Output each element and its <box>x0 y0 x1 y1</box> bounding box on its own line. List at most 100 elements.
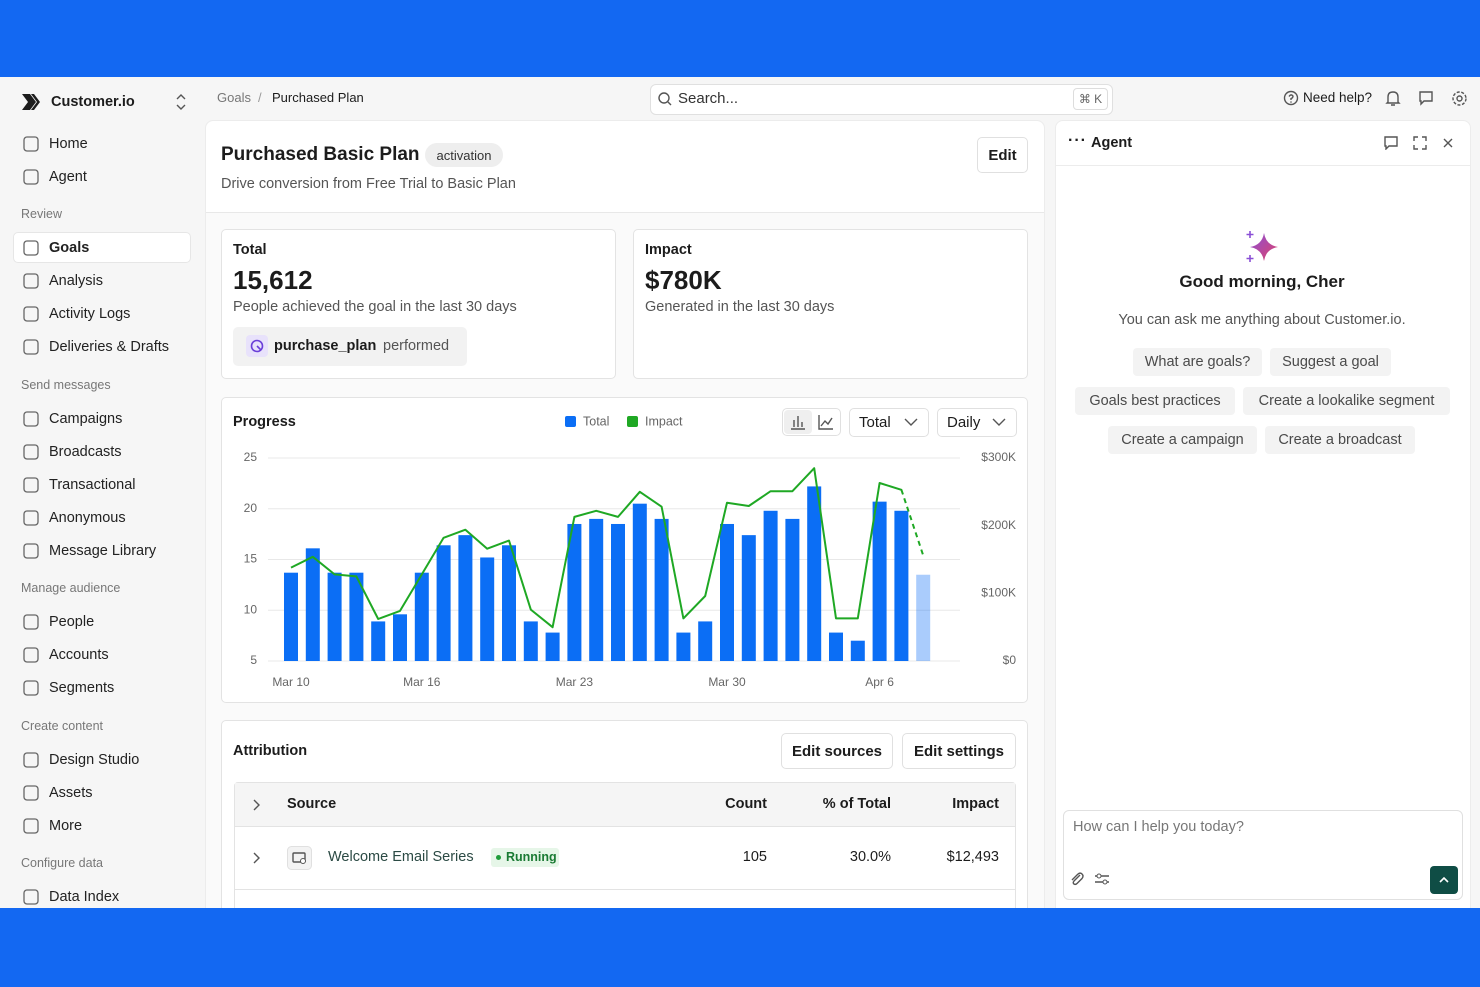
nav-icon <box>23 136 39 152</box>
agent-header-divider <box>1056 165 1470 166</box>
nav-icon <box>23 169 39 185</box>
x-tick-label: Mar 10 <box>272 675 310 689</box>
suggestion-chip[interactable]: Create a broadcast <box>1265 426 1415 454</box>
bar <box>349 572 364 661</box>
suggestion-chip[interactable]: Suggest a goal <box>1270 348 1391 376</box>
suggestion-chip[interactable]: Create a lookalike segment <box>1243 387 1450 415</box>
agent-feedback[interactable] <box>1384 136 1398 150</box>
line-toggle[interactable] <box>818 414 834 430</box>
y-tick-label: 15 <box>244 552 258 566</box>
nav-icon <box>23 614 39 630</box>
nav-item[interactable]: Segments <box>49 680 115 696</box>
nav-item[interactable]: Transactional <box>49 477 136 493</box>
legend-swatch <box>627 416 638 427</box>
source-name[interactable]: Welcome Email Series <box>328 849 474 865</box>
brand-switch[interactable] <box>175 93 187 111</box>
nav-item[interactable]: Analysis <box>49 273 103 289</box>
nav-item[interactable]: Data Index <box>49 889 120 905</box>
bar <box>458 535 473 661</box>
nav-icon <box>23 647 39 663</box>
nav-icon <box>23 818 39 834</box>
breadcrumb-link[interactable]: Goals <box>217 90 251 105</box>
help-link[interactable]: Need help? <box>1303 90 1373 105</box>
agent-menu[interactable]: ··· <box>1068 132 1087 149</box>
nav-icon <box>23 680 39 696</box>
notifications-button[interactable] <box>1385 90 1401 107</box>
settings-button[interactable] <box>1451 90 1468 107</box>
nav-item[interactable]: Goals <box>49 240 90 256</box>
agent-close[interactable] <box>1442 137 1454 149</box>
nav-item[interactable]: Design Studio <box>49 752 140 768</box>
goal-header <box>206 121 1044 213</box>
y-tick-label: 10 <box>244 602 258 616</box>
agent-expand[interactable] <box>1413 136 1427 150</box>
search-placeholder: Search... <box>678 90 739 107</box>
nav-item[interactable]: Broadcasts <box>49 444 122 460</box>
nav-item[interactable]: Assets <box>49 785 93 801</box>
expand-row[interactable] <box>250 851 262 865</box>
bar <box>829 632 843 661</box>
event-icon <box>246 335 268 357</box>
x-tick-label: Mar 30 <box>708 675 746 689</box>
bar <box>305 548 320 661</box>
event-suffix: performed <box>383 338 450 354</box>
column-header: Count <box>725 796 767 812</box>
nav-item[interactable]: Campaigns <box>49 411 123 427</box>
nav-section-title: Create content <box>21 719 103 733</box>
suggestion-chip[interactable]: What are goals? <box>1133 348 1262 376</box>
nav-item[interactable]: People <box>49 614 95 630</box>
bar <box>436 545 451 661</box>
search-box[interactable] <box>650 84 1113 115</box>
attach-button[interactable] <box>1069 871 1085 887</box>
x-tick-label: Mar 23 <box>556 675 594 689</box>
send-button[interactable] <box>1430 866 1458 894</box>
y2-tick-label: $0 <box>1003 653 1017 667</box>
edit-button[interactable]: Edit <box>977 137 1028 173</box>
nav-icon <box>23 411 39 427</box>
edit-sources-button[interactable]: Edit sources <box>781 733 893 769</box>
nav-section-title: Configure data <box>21 856 104 870</box>
y2-tick-label: $200K <box>981 518 1016 532</box>
progress-chart: Progress 5 10 15 20 25 $0 $100K $200K $300K Mar 1… <box>233 414 1017 689</box>
messages-button[interactable] <box>1418 90 1434 106</box>
agent-greeting: Good morning, Cher <box>1179 272 1345 291</box>
row-divider <box>235 889 1015 890</box>
nav-item[interactable]: Agent <box>49 169 87 185</box>
nav-item[interactable]: Deliveries & Drafts <box>49 339 170 355</box>
stat-caption: Generated in the last 30 days <box>645 299 835 315</box>
column-header: Source <box>287 796 337 812</box>
bar <box>502 545 516 661</box>
nav-item[interactable]: Home <box>49 136 88 152</box>
suggestion-chip[interactable]: Goals best practices <box>1075 387 1235 415</box>
status-pill <box>491 848 559 867</box>
nav-item[interactable]: Accounts <box>49 647 109 663</box>
nav-icon <box>23 444 39 460</box>
expand-all[interactable] <box>250 798 262 812</box>
nav-item[interactable]: More <box>49 818 83 834</box>
agent-input[interactable] <box>1063 810 1463 900</box>
bar <box>371 621 386 661</box>
edit-settings-button[interactable]: Edit settings <box>902 733 1016 769</box>
options-button[interactable] <box>1094 872 1110 886</box>
nav-item[interactable]: Activity Logs <box>49 306 131 322</box>
suggestion-chip[interactable]: Create a campaign <box>1108 426 1257 454</box>
nav-section-title: Send messages <box>21 378 111 392</box>
bar <box>850 640 865 661</box>
agent-input-placeholder: How can I help you today? <box>1073 819 1244 835</box>
bar <box>284 572 298 661</box>
event-pill[interactable] <box>233 327 467 366</box>
nav-active <box>13 232 191 263</box>
nav-section-title: Review <box>21 207 62 221</box>
legend-swatch <box>565 416 576 427</box>
interval-dropdown[interactable]: Daily <box>937 408 1017 437</box>
nav-item[interactable]: Anonymous <box>49 510 126 526</box>
bar <box>545 632 560 661</box>
bar <box>916 574 931 661</box>
metric-dropdown[interactable]: Total <box>849 408 929 437</box>
line <box>290 467 925 629</box>
nav-item[interactable]: Message Library <box>49 543 157 559</box>
bar <box>872 501 887 661</box>
nav-icon <box>23 306 39 322</box>
search-icon <box>658 92 672 106</box>
